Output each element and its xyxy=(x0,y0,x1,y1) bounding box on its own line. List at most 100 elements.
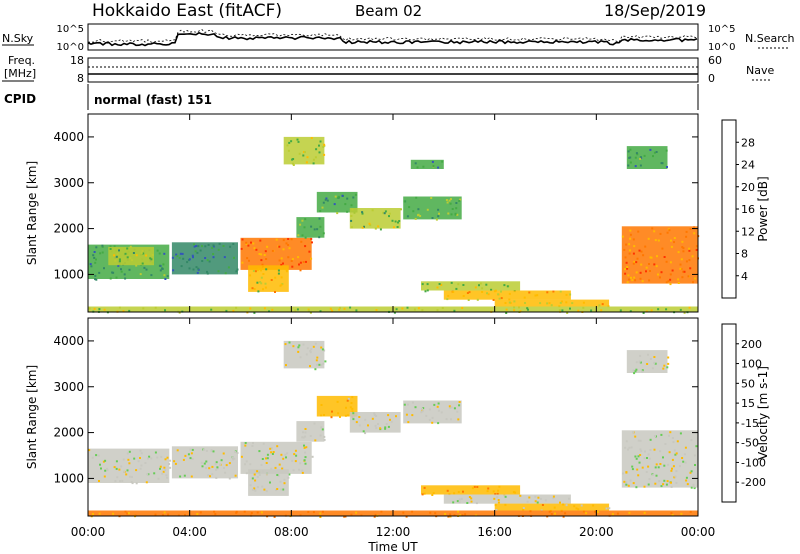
echo-region-8 xyxy=(403,196,462,220)
freq-right-bottom-tick: 0 xyxy=(708,72,715,85)
colorbar-tick-5: -50 xyxy=(741,437,759,450)
freq-label-1: Freq. xyxy=(8,54,35,67)
colorbar-tick-4: 20 xyxy=(741,181,755,194)
echo-speckle-6 xyxy=(352,412,397,435)
echo-speckle-9 xyxy=(421,485,517,497)
echo-region-4 xyxy=(248,265,289,292)
echo-region-12 xyxy=(443,290,571,300)
power-panel: 1000 2000 3000 4000 Slant Range [km] xyxy=(25,113,700,314)
noise-sky-series xyxy=(87,31,698,47)
echo-speckle-12 xyxy=(622,431,698,490)
nave-label: Nave xyxy=(746,64,774,77)
colorbar-tick-1: 8 xyxy=(741,248,748,261)
x-tick-label-5: 20:00 xyxy=(579,525,614,539)
velocity-panel: 1000 2000 3000 4000 Slant Range [km] xyxy=(25,317,699,518)
echo-region-6 xyxy=(349,412,401,433)
noise-panel-frame xyxy=(87,23,699,51)
echo-speckle-8 xyxy=(284,341,327,371)
y-tick-label-3000: 3000 xyxy=(53,380,84,394)
colorbar-tick-3: 15 xyxy=(741,397,755,410)
echo-speckle-13 xyxy=(632,353,670,375)
echo-speckle-1 xyxy=(173,448,239,480)
radar-title: Hokkaido East (fitACF) xyxy=(92,1,282,21)
colorbar-tick-5: 24 xyxy=(741,159,755,172)
noise-right-bottom-tick: 10^0 xyxy=(708,42,735,53)
colorbar-label-0: Power [dB] xyxy=(756,176,770,241)
colorbar-tick-2: 50 xyxy=(741,377,755,390)
echo-speckle-11 xyxy=(421,281,516,293)
echo-region-10 xyxy=(410,159,444,169)
echo-region-3 xyxy=(248,469,289,496)
freq-panel-frame xyxy=(87,57,699,83)
colorbar-tick-7: -200 xyxy=(741,476,766,489)
echo-speckle-3 xyxy=(240,237,313,272)
echo-region-1 xyxy=(108,246,154,266)
y-axis-label-0: Slant Range [km] xyxy=(25,161,39,265)
noise-right-top-tick: 10^5 xyxy=(708,24,735,35)
echo-region-1 xyxy=(171,446,238,479)
echo-region-7 xyxy=(349,208,401,229)
cpid-label: CPID xyxy=(4,92,36,106)
colorbar-label-1: Velocity [m s-1] xyxy=(756,366,770,460)
echo-speckle-4 xyxy=(249,268,288,293)
x-tick-label-6: 00:00 xyxy=(681,525,716,539)
colorbar-tick-6: 28 xyxy=(741,136,755,149)
echo-region-13 xyxy=(626,350,668,373)
y-tick-label-2000: 2000 xyxy=(53,426,84,440)
y-tick-label-1000: 1000 xyxy=(53,471,84,485)
colorbar-tick-0: 200 xyxy=(741,338,762,351)
echo-speckle-6 xyxy=(319,193,357,215)
beam-label: Beam 02 xyxy=(355,2,422,20)
echo-speckle-9 xyxy=(286,137,326,166)
date-label: 18/Sep/2019 xyxy=(604,1,706,20)
echo-speckle-14 xyxy=(621,226,700,286)
echo-speckle-12 xyxy=(446,290,572,301)
echo-region-13 xyxy=(494,299,610,307)
x-tick-label-0: 00:00 xyxy=(71,525,106,539)
colorbar-tick-0: 4 xyxy=(741,270,748,283)
freq-right-top-tick: 60 xyxy=(708,54,722,67)
colorbar-tick-4: -15 xyxy=(741,417,759,430)
echo-region-6 xyxy=(316,191,358,213)
noise-search-series xyxy=(87,29,698,43)
colorbar-tick-1: 100 xyxy=(741,358,762,371)
colorbar-tick-3: 16 xyxy=(741,203,755,216)
echo-speckle-0 xyxy=(88,449,172,485)
time-axis-label: Time UT xyxy=(367,540,418,554)
echo-speckle-7 xyxy=(403,401,461,425)
echo-speckle-15 xyxy=(627,148,668,168)
y-tick-label-2000: 2000 xyxy=(53,222,84,236)
echo-region-15 xyxy=(626,146,668,169)
freq-left-bottom-tick: 8 xyxy=(77,72,84,85)
freq-left-top-tick: 18 xyxy=(70,54,84,67)
colorbar-tick-2: 12 xyxy=(741,225,755,238)
x-tick-label-1: 04:00 xyxy=(172,525,207,539)
y-tick-label-1000: 1000 xyxy=(53,267,84,281)
echo-speckle-10 xyxy=(452,494,570,506)
noise-sky-label: N.Sky xyxy=(2,32,34,45)
noise-search-label: N.Search xyxy=(745,32,795,45)
freq-label-2: [MHz] xyxy=(4,67,36,80)
echo-region-2 xyxy=(240,441,312,474)
noise-left-top-tick: 10^5 xyxy=(57,24,84,35)
velocity-colorbar: 200 100 50 15 -15 -50 -100 -200 Velocity [m s-1] xyxy=(721,323,770,503)
echo-region-12 xyxy=(621,430,699,488)
x-tick-label-3: 12:00 xyxy=(376,525,411,539)
echo-speckle-3 xyxy=(249,470,290,493)
echo-speckle-8 xyxy=(403,196,462,221)
echo-speckle-4 xyxy=(301,422,326,442)
y-axis-label-1: Slant Range [km] xyxy=(25,365,39,469)
y-tick-label-3000: 3000 xyxy=(53,176,84,190)
echo-speckle-1 xyxy=(109,247,154,267)
echo-region-4 xyxy=(296,421,325,442)
echo-region-9 xyxy=(421,485,521,495)
noise-left-bottom-tick: 10^0 xyxy=(57,42,84,53)
x-tick-label-2: 08:00 xyxy=(274,525,309,539)
echo-region-10 xyxy=(443,494,571,504)
power-colorbar: 4 8 12 16 20 24 28 Power [dB] xyxy=(721,119,770,299)
echo-region-11 xyxy=(494,503,610,511)
echo-speckle-7 xyxy=(350,208,402,231)
y-tick-label-4000: 4000 xyxy=(53,334,84,348)
echo-region-7 xyxy=(403,400,462,424)
